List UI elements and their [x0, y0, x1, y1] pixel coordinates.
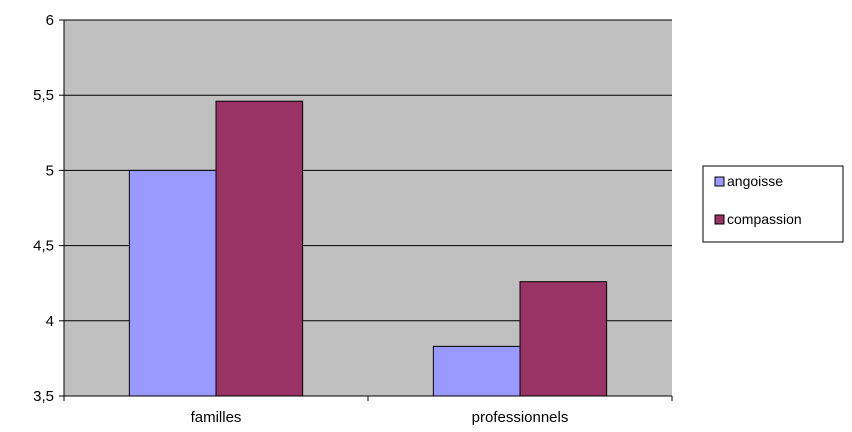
x-category-label: professionnels [472, 409, 569, 426]
bar-compassion-familles [215, 100, 304, 397]
bar-angoisse-professionnels [432, 345, 521, 397]
bars [128, 100, 608, 397]
bar-compassion-professionnels [519, 281, 608, 397]
x-axis-category-labels: familles professionnels [191, 409, 569, 426]
legend-label-angoisse: angoisse [727, 173, 783, 189]
y-tick-label: 4,5 [33, 238, 54, 255]
legend-label-compassion: compassion [727, 211, 802, 227]
legend-box [702, 165, 844, 243]
legend: angoisse compassion [702, 165, 844, 243]
y-tick-label: 4 [46, 313, 54, 330]
axes [59, 19, 673, 401]
bar-angoisse-familles [128, 169, 217, 397]
y-tick-label: 5 [46, 162, 54, 179]
legend-swatch-angoisse [714, 176, 725, 187]
y-axis-tick-labels: 3,5 4 4,5 5 5,5 6 [33, 12, 54, 405]
y-tick-label: 3,5 [33, 388, 54, 405]
y-tick-label: 6 [46, 12, 54, 29]
legend-swatch-compassion [714, 214, 725, 225]
y-tick-label: 5,5 [33, 87, 54, 104]
x-category-label: familles [191, 409, 242, 426]
